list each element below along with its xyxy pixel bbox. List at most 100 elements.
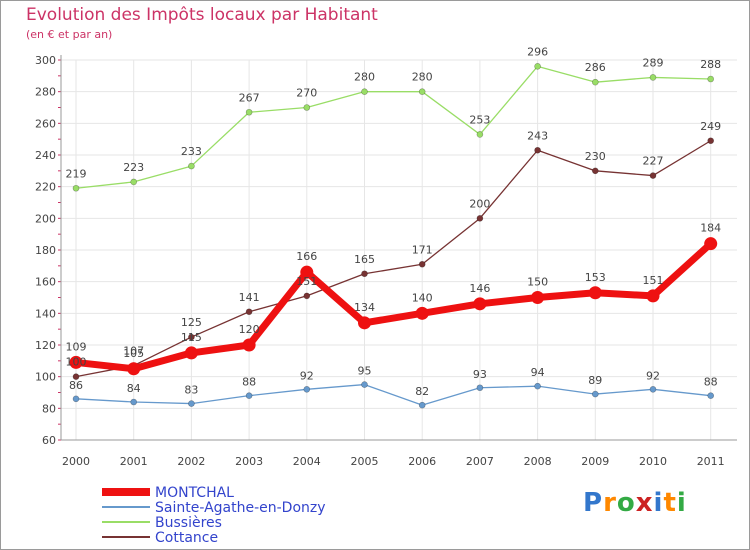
x-tick-label: 2007: [466, 455, 494, 468]
x-tick-label: 2008: [524, 455, 552, 468]
x-tick-label: 2001: [120, 455, 148, 468]
series-line-sainte-agathe-en-donzy: [75, 383, 712, 406]
data-label-cottance: 230: [585, 150, 606, 163]
y-tick-label: 180: [35, 244, 56, 257]
data-label-montchal: 150: [527, 276, 548, 289]
x-tick-label: 2005: [351, 455, 379, 468]
data-label-cottance: 165: [354, 253, 375, 266]
x-tick-label: 2006: [408, 455, 436, 468]
data-label-montchal: 134: [354, 301, 375, 314]
data-point-sainte-agathe-en-donzy: [534, 382, 541, 390]
data-point-bussi-res: [361, 88, 368, 95]
data-label-bussi-res: 286: [585, 61, 606, 74]
data-label-montchal: 151: [643, 274, 664, 287]
data-label-sainte-agathe-en-donzy: 92: [646, 369, 660, 382]
data-point-cottance: [418, 260, 426, 268]
proxiti-logo: Proxiti: [583, 488, 687, 518]
data-label-sainte-agathe-en-donzy: 89: [588, 374, 602, 387]
data-point-bussi-res: [130, 178, 137, 186]
data-point-bussi-res: [707, 75, 715, 83]
data-label-montchal: 115: [181, 331, 202, 344]
chart-subtitle: (en € et par an): [26, 28, 113, 41]
x-tick-label: 2010: [639, 455, 667, 468]
x-tick-label: 2011: [697, 455, 725, 468]
data-label-sainte-agathe-en-donzy: 92: [300, 369, 314, 382]
data-label-montchal: 184: [700, 222, 721, 235]
data-point-cottance: [707, 137, 715, 145]
data-point-cottance: [361, 270, 368, 278]
data-point-bussi-res: [649, 74, 657, 81]
data-point-bussi-res: [188, 162, 195, 170]
data-label-bussi-res: 289: [643, 56, 664, 69]
data-point-sainte-agathe-en-donzy: [476, 384, 484, 392]
chart-title: Evolution des Impôts locaux par Habitant: [26, 5, 378, 25]
data-label-cottance: 107: [123, 345, 144, 358]
y-tick-label: 280: [35, 86, 56, 99]
data-point-bussi-res: [476, 131, 484, 138]
data-point-montchal: [588, 286, 602, 300]
legend-label-cottance: Cottance: [155, 530, 218, 546]
data-label-bussi-res: 288: [700, 58, 721, 71]
y-tick-label: 260: [35, 117, 56, 130]
x-tick-label: 2002: [177, 455, 205, 468]
data-point-montchal: [646, 289, 660, 303]
data-point-montchal: [358, 316, 371, 330]
data-label-bussi-res: 223: [123, 161, 144, 174]
data-label-bussi-res: 267: [239, 91, 260, 104]
data-point-cottance: [591, 167, 599, 175]
data-label-cottance: 151: [296, 275, 317, 288]
data-point-bussi-res: [72, 184, 80, 192]
x-tick-label: 2009: [581, 455, 609, 468]
data-label-sainte-agathe-en-donzy: 93: [473, 368, 487, 381]
legend-label-montchal: MONTCHAL: [155, 485, 234, 501]
data-point-sainte-agathe-en-donzy: [418, 401, 426, 409]
data-label-sainte-agathe-en-donzy: 95: [358, 365, 372, 378]
data-point-montchal: [704, 237, 718, 251]
data-label-sainte-agathe-en-donzy: 84: [127, 382, 141, 395]
legend-label-bussi-res: Bussières: [155, 515, 222, 531]
y-tick-label: 220: [35, 181, 56, 194]
data-label-cottance: 171: [412, 243, 433, 256]
data-point-montchal: [531, 291, 545, 304]
data-label-cottance: 200: [469, 197, 490, 210]
data-point-montchal: [300, 265, 314, 279]
data-label-montchal: 140: [412, 291, 433, 304]
data-point-cottance: [649, 172, 657, 179]
x-tick-label: 2003: [235, 455, 263, 468]
data-label-bussi-res: 296: [527, 45, 548, 58]
data-labels: 219 223 233 267 270 280 280 253 296 286 289 288 100 1…: [66, 45, 722, 398]
data-label-montchal: 120: [239, 323, 260, 336]
data-label-sainte-agathe-en-donzy: 83: [184, 384, 198, 397]
data-point-cottance: [303, 292, 311, 300]
data-point-montchal: [184, 346, 198, 360]
data-label-sainte-agathe-en-donzy: 94: [531, 366, 545, 379]
x-tick-label: 2004: [293, 455, 321, 468]
data-point-sainte-agathe-en-donzy: [649, 386, 657, 393]
data-point-montchal: [242, 338, 256, 352]
data-point-bussi-res: [303, 104, 311, 111]
data-label-bussi-res: 219: [66, 167, 87, 180]
y-tick-label: 160: [35, 276, 56, 289]
y-tick-label: 60: [42, 434, 56, 447]
logo-letter: r: [603, 488, 617, 518]
data-label-cottance: 249: [700, 120, 721, 133]
data-label-sainte-agathe-en-donzy: 88: [242, 376, 256, 389]
data-point-montchal: [415, 306, 429, 320]
axes: 60 80 100 120 140 160 180 200 220 240 260 280 300 200…: [35, 54, 737, 468]
data-point-cottance: [188, 333, 195, 341]
data-label-sainte-agathe-en-donzy: 88: [704, 376, 718, 389]
data-point-sainte-agathe-en-donzy: [591, 390, 599, 398]
data-point-cottance: [534, 146, 541, 154]
data-point-cottance: [476, 215, 484, 222]
x-tick-label: 2000: [62, 455, 90, 468]
y-tick-label: 240: [35, 149, 56, 162]
series-line-montchal: [72, 240, 715, 373]
logo-letter: o: [616, 488, 636, 518]
data-label-montchal: 105: [123, 347, 144, 360]
data-label-sainte-agathe-en-donzy: 86: [69, 379, 83, 392]
logo-letter: i: [653, 488, 664, 518]
data-point-montchal: [69, 355, 83, 369]
data-label-montchal: 146: [469, 282, 490, 295]
data-point-montchal: [473, 297, 487, 311]
data-point-sainte-agathe-en-donzy: [72, 395, 80, 403]
